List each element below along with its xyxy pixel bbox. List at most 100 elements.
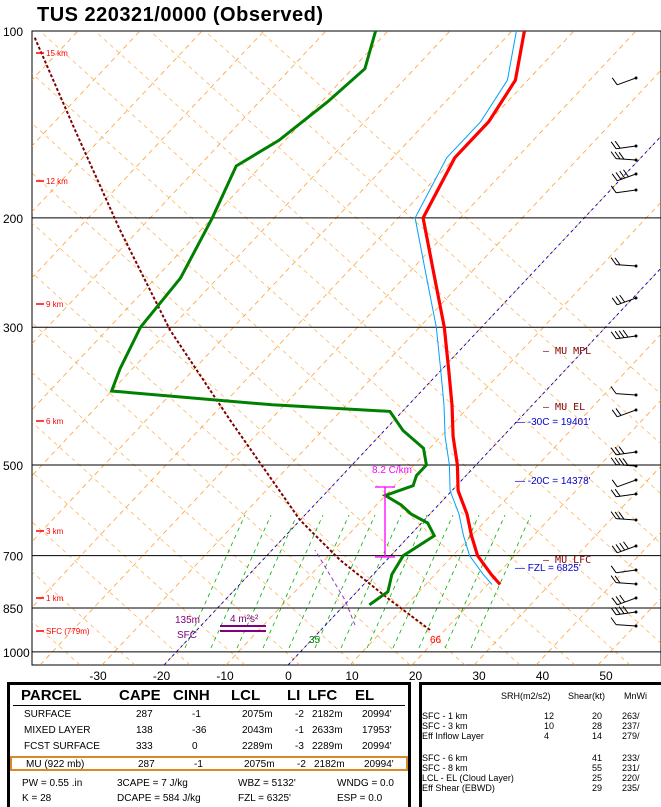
temperature-tick-label: -30: [89, 669, 107, 682]
wind-barb-base: [634, 76, 638, 80]
wind-barb-base: [634, 408, 638, 412]
isotherm-line: [101, 69, 661, 665]
temperature-tick-label: 20: [409, 669, 423, 682]
pressure-label: 500: [3, 459, 23, 473]
temperature-profile: [421, 31, 526, 586]
parcel-cell-2: -36: [192, 725, 207, 736]
wind-barb-shaft: [616, 518, 637, 521]
temperature-tick-label: 40: [536, 669, 550, 682]
parcel-row-surface: SURFACE 287 -1 2075m -2 2182m 20994': [10, 708, 408, 723]
wind-barb-base: [634, 158, 638, 162]
wind-barb-flag: [614, 511, 621, 520]
skew-t-chart: 100 200 300 500 700 850 1000 -30 -20 -10 0 10 20 30 40…: [0, 25, 661, 682]
parcel-cell-6: 20994': [362, 741, 392, 752]
shear-cell: 20: [592, 711, 603, 721]
misc-cell-2: FZL = 6325': [238, 793, 291, 804]
wind-barb-flag: [622, 605, 629, 614]
wind-barb-shaft: [616, 158, 637, 161]
wind-barb-flag: [610, 457, 617, 465]
wind-barb-flag: [610, 489, 617, 498]
shear-cell: 233/: [622, 753, 640, 763]
height-label: 1 km: [46, 594, 64, 603]
misc-cell-0: PW = 0.55 .in: [22, 778, 83, 789]
mnwind-header: MnWi: [624, 691, 647, 701]
mixing-ratio-line: [288, 514, 350, 649]
misc-cell-3: WNDG = 0.0: [337, 778, 394, 789]
wind-barb-base: [634, 172, 638, 176]
mixing-ratio-line: [366, 514, 428, 649]
shear-cell: SFC - 8 km: [422, 763, 468, 773]
parcel-cell-5: 2289m: [312, 741, 343, 752]
wind-barb: [611, 541, 638, 554]
parcel-cell-0: MIXED LAYER: [24, 725, 91, 736]
wind-barb-base: [634, 296, 638, 300]
lfc-header: LFC: [308, 687, 338, 704]
wind-barb-flag: [618, 446, 625, 454]
lcl-header: LCL: [231, 687, 261, 704]
shear-cell: 12: [544, 711, 555, 721]
wind-barb-flag: [611, 297, 618, 306]
shear-cell: 220/: [622, 773, 640, 783]
parcel-cell-0: FCST SURFACE: [24, 741, 100, 752]
li-header: LI: [287, 687, 301, 704]
wind-barb-flag: [611, 545, 618, 554]
parcel-cell-1: 287: [136, 709, 153, 720]
wind-barb-base: [634, 393, 638, 397]
storm-sfc-label: SFC: [177, 630, 197, 641]
parcel-trace: [33, 35, 431, 631]
mixing-ratio-line: [444, 514, 506, 649]
height-label: 15 km: [46, 49, 68, 58]
wind-barb-shaft: [616, 264, 637, 267]
parcel-cell-4: -2: [297, 759, 306, 770]
wind-barb-shaft: [616, 393, 637, 396]
cape-header: CAPE: [119, 687, 161, 704]
isotherm-line: [32, 31, 575, 609]
dry-adiabat-line: [149, 31, 661, 495]
mu-el-label: — MU EL: [543, 402, 586, 413]
misc-cell-2: WBZ = 5132': [238, 778, 296, 789]
parcel-cell-1: 138: [136, 725, 153, 736]
isotherm-line: [535, 531, 661, 665]
wind-barb-flag: [614, 606, 621, 615]
wind-barb-flag: [610, 607, 617, 616]
wind-barb-flag: [619, 542, 626, 551]
wind-barb-base: [634, 544, 638, 548]
minus20-isotherm: [163, 135, 661, 665]
height-label: 6 km: [46, 417, 64, 426]
wind-barb-flag: [614, 140, 621, 149]
wind-barb-shaft: [617, 77, 637, 86]
shear-cell: 279/: [622, 731, 640, 741]
wind-barb: [610, 140, 638, 150]
wind-barb-flag: [610, 511, 617, 519]
wind-barb-flag: [618, 330, 625, 338]
wind-barb: [611, 76, 638, 86]
parcel-cell-4: -1: [295, 725, 304, 736]
wind-barb-flag: [618, 151, 625, 160]
dry-adiabat-line: [204, 31, 661, 445]
parcel-cell-6: 20994': [364, 759, 394, 770]
wind-barb: [610, 488, 638, 498]
pressure-label: 200: [3, 212, 23, 226]
dry-adiabat-line: [32, 73, 661, 644]
isotherm-line: [32, 31, 451, 477]
wetbulb-profile: [414, 31, 517, 585]
parcel-cell-3: 2289m: [242, 741, 273, 752]
wind-barb-shaft: [616, 451, 637, 456]
wind-barb-flag: [623, 169, 629, 178]
wind-barb-flag: [611, 409, 618, 418]
dry-adiabat-line: [0, 31, 25, 665]
wind-barb: [610, 605, 638, 616]
isotherm-line: [32, 31, 513, 543]
isotherm-line: [225, 201, 661, 665]
parcel-cell-1: 333: [136, 741, 153, 752]
cinh-header: CINH: [173, 687, 210, 704]
mixing-ratio-line: [314, 514, 376, 649]
height-label: 12 km: [46, 177, 68, 186]
wind-barb-shaft: [617, 173, 637, 182]
shear-table-panel: SRH(m2/s2) Shear(kt) MnWi SFC - 1 km 12 20…: [419, 682, 661, 807]
wind-barb-flag: [622, 458, 629, 466]
temperature-tick-label: 0: [285, 669, 292, 682]
virtual-temperature-trace: [314, 549, 356, 626]
dry-adiabat-line: [32, 122, 631, 665]
freezing-isotherm: [287, 267, 661, 665]
